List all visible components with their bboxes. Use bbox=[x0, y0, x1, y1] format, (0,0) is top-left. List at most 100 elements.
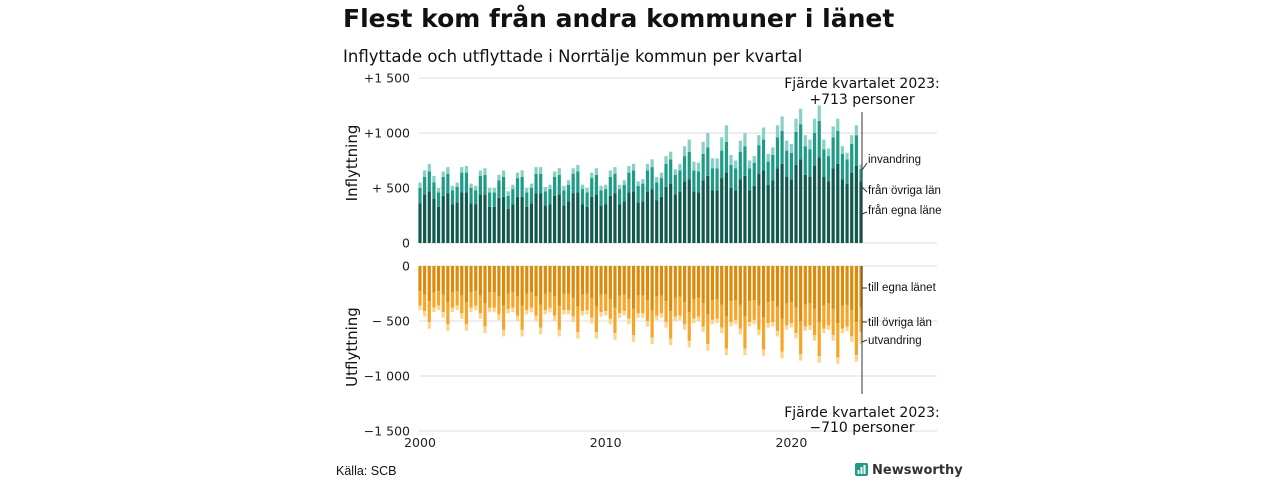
bar-in-imm bbox=[715, 158, 719, 169]
bar-in-other bbox=[543, 191, 547, 206]
bar-in-other bbox=[585, 192, 589, 207]
bar-in-same bbox=[687, 179, 691, 243]
bar-out-other bbox=[850, 310, 854, 337]
bar-in-other bbox=[817, 120, 821, 158]
bar-out-other bbox=[548, 292, 552, 308]
bar-out-same bbox=[812, 266, 817, 309]
bar-in-other bbox=[571, 173, 575, 194]
bar-in-other bbox=[441, 177, 445, 196]
y-tick-label: −1 000 bbox=[364, 369, 410, 384]
bar-in-other bbox=[822, 149, 826, 177]
bar-in-other bbox=[641, 183, 645, 202]
y-tick-label: − 500 bbox=[372, 314, 410, 329]
bottom-y-axis-label: Utflyttning bbox=[343, 307, 361, 387]
bar-out-other bbox=[687, 312, 691, 341]
bar-out-other bbox=[488, 292, 492, 308]
bar-out-other bbox=[599, 294, 603, 313]
bar-in-same bbox=[571, 193, 575, 243]
bar-out-other bbox=[743, 316, 747, 349]
bar-in-imm bbox=[710, 158, 715, 169]
bar-out-other bbox=[840, 305, 845, 329]
bar-out-same bbox=[618, 266, 622, 296]
bar-in-other bbox=[803, 146, 807, 175]
bar-out-imm bbox=[743, 348, 747, 356]
bar-out-other bbox=[525, 293, 529, 310]
bar-out-other bbox=[562, 293, 566, 310]
bar-in-same bbox=[557, 194, 561, 243]
bar-in-imm bbox=[692, 161, 696, 171]
bar-out-other bbox=[720, 304, 724, 328]
top-annotation-line2: +713 personer bbox=[809, 92, 915, 108]
bar-out-same bbox=[845, 266, 849, 305]
bar-in-imm bbox=[604, 184, 608, 190]
bar-out-same bbox=[771, 266, 775, 302]
bar-in-same bbox=[608, 195, 612, 243]
legend-utvandring: utvandring bbox=[868, 335, 922, 347]
bottom-panel: 0 − 500 −1 000 −1 500 Utflyttning Fjärde kv… bbox=[343, 259, 940, 451]
bar-out-other bbox=[529, 292, 534, 308]
bar-out-imm bbox=[636, 313, 640, 318]
bar-in-same bbox=[622, 201, 626, 243]
bar-in-other bbox=[520, 177, 524, 197]
bar-in-imm bbox=[631, 163, 636, 171]
bar-in-same bbox=[683, 181, 687, 243]
bar-out-other bbox=[613, 307, 617, 334]
bar-out-same bbox=[822, 266, 826, 306]
bar-in-imm bbox=[469, 183, 473, 188]
bar-out-same bbox=[789, 266, 793, 303]
bar-out-imm bbox=[604, 311, 608, 316]
bar-in-same bbox=[585, 206, 589, 243]
bar-out-imm bbox=[436, 305, 441, 310]
bar-in-imm bbox=[506, 191, 510, 196]
bar-out-other bbox=[441, 294, 445, 313]
bar-out-other bbox=[701, 303, 705, 327]
bar-in-same bbox=[497, 197, 501, 243]
bar-out-imm bbox=[650, 337, 654, 345]
bar-in-imm bbox=[673, 169, 677, 175]
bar-in-other bbox=[604, 189, 608, 205]
bar-in-imm bbox=[464, 166, 469, 173]
bar-out-other bbox=[854, 322, 858, 356]
bar-out-imm bbox=[817, 356, 821, 363]
bar-in-other bbox=[446, 173, 450, 194]
bar-in-same bbox=[817, 157, 821, 243]
bar-out-same bbox=[794, 266, 798, 308]
bar-out-same bbox=[831, 266, 835, 309]
bar-in-imm bbox=[664, 156, 668, 164]
bar-out-other bbox=[464, 302, 469, 325]
bar-in-other bbox=[734, 168, 738, 191]
bar-out-same bbox=[817, 266, 821, 323]
bar-in-imm bbox=[599, 185, 603, 191]
bar-out-other bbox=[669, 311, 673, 339]
bar-out-other bbox=[766, 302, 770, 324]
bar-out-imm bbox=[474, 305, 478, 310]
bar-in-imm bbox=[706, 133, 710, 148]
bar-out-imm bbox=[831, 335, 835, 341]
bar-out-other bbox=[478, 295, 482, 314]
bar-out-imm bbox=[497, 314, 501, 320]
bar-in-imm bbox=[576, 164, 580, 172]
bar-in-imm bbox=[636, 181, 640, 186]
bar-in-same bbox=[618, 204, 622, 243]
bar-out-imm bbox=[585, 310, 589, 315]
bar-out-imm bbox=[464, 324, 469, 331]
bar-in-same bbox=[641, 201, 645, 243]
bar-in-other bbox=[771, 155, 775, 181]
bar-in-other bbox=[432, 182, 436, 199]
bar-out-imm bbox=[766, 323, 770, 328]
bar-out-other bbox=[785, 303, 789, 326]
bar-in-other bbox=[566, 184, 571, 202]
bar-in-same bbox=[576, 192, 580, 243]
bar-out-other bbox=[683, 302, 687, 325]
bar-out-imm bbox=[539, 327, 543, 335]
bar-out-imm bbox=[627, 318, 631, 325]
bar-in-imm bbox=[683, 146, 687, 157]
bar-in-imm bbox=[734, 160, 738, 169]
bar-out-same bbox=[604, 266, 608, 295]
bottom-legend: till egna länet till övriga län utvandri… bbox=[861, 282, 937, 347]
bar-out-other bbox=[789, 302, 793, 324]
bar-in-same bbox=[738, 179, 742, 243]
bar-in-same bbox=[692, 191, 696, 243]
bar-out-same bbox=[696, 266, 701, 298]
bar-out-imm bbox=[506, 308, 510, 314]
